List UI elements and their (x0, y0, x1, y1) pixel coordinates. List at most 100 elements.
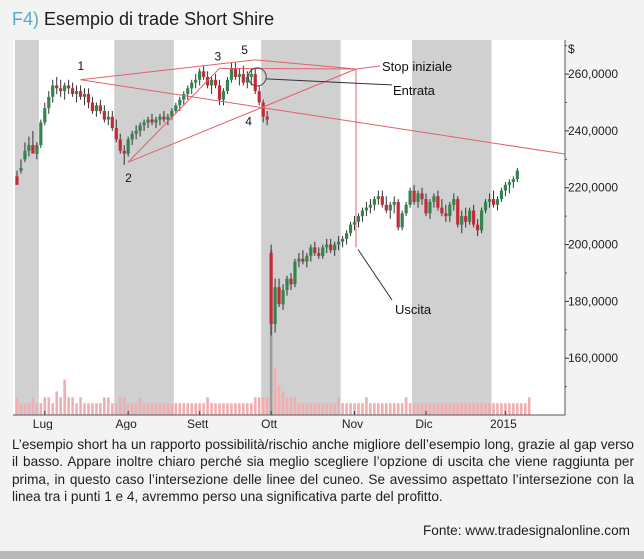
volume-bar-9 (51, 403, 55, 415)
y-tick-label-3: 220,0000 (568, 181, 618, 195)
x-tick-label-3: Ott (261, 417, 278, 430)
volume-bar-62 (261, 397, 265, 415)
month-band-0 (15, 40, 39, 415)
volume-bar-58 (246, 403, 249, 415)
candle-35 (154, 119, 158, 123)
volume-bar-82 (341, 403, 344, 415)
candle-24 (110, 116, 114, 129)
exit-leader (357, 249, 393, 301)
candle-66 (277, 287, 281, 305)
candle-118 (483, 201, 488, 211)
volume-bar-79 (329, 403, 332, 415)
candle-80 (333, 244, 337, 251)
candle-41 (178, 99, 182, 106)
candle-86 (356, 216, 361, 222)
volume-bar-129 (527, 397, 531, 415)
volume-bar-128 (523, 403, 527, 415)
volume-bar-111 (456, 403, 460, 415)
candle-7 (43, 108, 47, 123)
volume-bar-94 (388, 403, 392, 415)
candle-71 (297, 258, 301, 262)
candle-111 (456, 199, 460, 225)
candle-104 (428, 201, 432, 214)
volume-bar-1 (19, 403, 23, 415)
volume-bar-21 (99, 403, 102, 415)
candle-55 (233, 68, 237, 77)
volume-bar-31 (138, 397, 142, 415)
volume-bar-101 (416, 403, 420, 415)
volume-bar-110 (452, 403, 456, 415)
volume-bar-10 (55, 391, 59, 415)
volume-bar-22 (103, 397, 106, 415)
volume-bar-0 (15, 397, 19, 415)
candle-53 (225, 79, 230, 92)
candle-87 (360, 210, 365, 217)
y-tick-label-4: 240,0000 (568, 124, 618, 138)
volume-bar-13 (67, 397, 70, 415)
volume-bar-15 (75, 403, 78, 415)
candle-76 (317, 253, 321, 256)
candle-26 (118, 139, 122, 151)
figure-title: F4) Esempio di trade Short Shire (12, 9, 274, 30)
volume-bar-107 (440, 403, 444, 415)
candle-18 (86, 93, 91, 103)
candle-115 (472, 210, 476, 225)
candle-37 (162, 116, 166, 120)
candle-81 (337, 241, 341, 245)
candle-31 (138, 125, 142, 131)
volume-bar-40 (174, 403, 178, 415)
candle-107 (440, 207, 444, 214)
volume-bar-35 (154, 403, 158, 415)
candle-99 (408, 190, 412, 205)
candle-108 (444, 213, 448, 217)
x-tick-label-0: Lug (33, 417, 53, 430)
volume-bar-97 (400, 403, 404, 415)
volume-bar-120 (492, 403, 495, 415)
volume-bar-69 (289, 397, 293, 415)
volume-bar-59 (249, 403, 253, 415)
candle-25 (114, 128, 118, 140)
candle-63 (265, 116, 269, 120)
candle-103 (424, 199, 428, 214)
volume-bar-84 (349, 403, 352, 415)
candle-46 (198, 71, 202, 80)
volume-bar-67 (281, 391, 285, 415)
volume-bar-4 (31, 397, 35, 415)
candle-85 (352, 221, 357, 225)
volume-bar-23 (107, 397, 110, 415)
volume-bar-34 (150, 403, 154, 415)
volume-bar-11 (59, 397, 62, 415)
y-tick-label-0: 160,0000 (568, 351, 618, 365)
candle-27 (122, 150, 126, 154)
volume-bar-19 (91, 403, 94, 415)
candle-47 (202, 71, 206, 77)
candle-6 (39, 122, 43, 146)
volume-bar-77 (321, 403, 325, 415)
volume-bar-71 (297, 403, 301, 415)
candle-98 (404, 204, 408, 214)
volume-bar-95 (392, 403, 396, 415)
candle-30 (134, 130, 138, 134)
candle-59 (249, 74, 253, 77)
volume-bar-65 (273, 367, 277, 415)
candle-75 (313, 247, 317, 254)
trendline-1-4 (80, 79, 566, 155)
y-unit-label: $ (568, 42, 575, 56)
volume-bar-104 (428, 403, 432, 415)
candle-126 (515, 170, 519, 180)
volume-bar-109 (448, 403, 452, 415)
volume-bar-7 (43, 397, 47, 415)
volume-bar-36 (158, 403, 162, 415)
candle-96 (396, 201, 400, 228)
candle-90 (372, 199, 376, 205)
volume-bar-48 (206, 397, 209, 415)
candle-92 (380, 196, 384, 205)
candle-14 (70, 88, 75, 94)
volume-bar-76 (317, 403, 321, 415)
volume-bar-96 (396, 403, 400, 415)
volume-bar-122 (500, 403, 503, 415)
candle-21 (98, 105, 102, 112)
candle-122 (499, 190, 504, 200)
candle-94 (388, 204, 392, 211)
volume-bar-115 (472, 403, 475, 415)
